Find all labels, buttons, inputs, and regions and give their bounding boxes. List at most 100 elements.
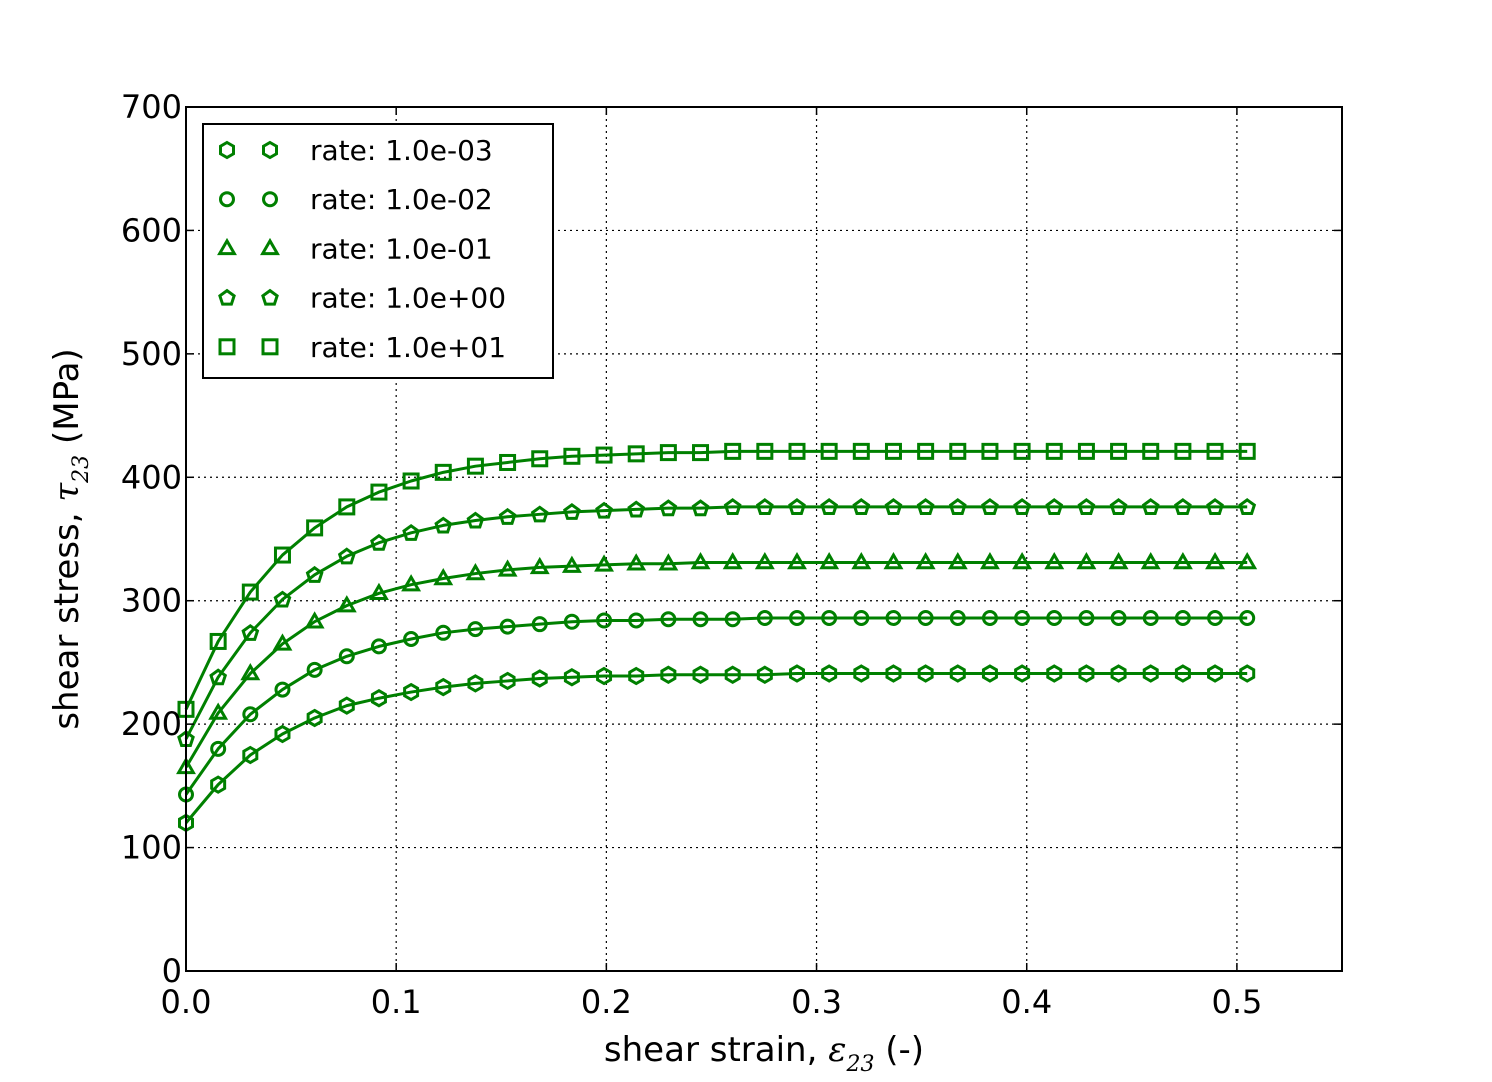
series-4-marker-29: [1110, 442, 1128, 460]
series-1: [178, 609, 1256, 803]
series-4-marker-23: [917, 442, 935, 460]
legend-entry-2: rate: 1.0e-01: [217, 232, 493, 265]
series-3-marker-24: [948, 498, 967, 515]
series-2-marker-5: [336, 595, 357, 613]
series-3-marker-17: [723, 498, 742, 515]
series-0-marker-3: [274, 724, 291, 744]
series-0-marker-4: [306, 708, 323, 728]
series-0-marker-28: [1078, 664, 1095, 683]
series-2-marker-1: [208, 702, 229, 720]
series-1-marker-6: [370, 638, 387, 655]
series-4-marker-7: [402, 472, 420, 490]
series-3-marker-4: [305, 565, 324, 583]
series-4-marker-32: [1206, 442, 1224, 460]
series-4-marker-19: [788, 442, 806, 460]
series-4-marker-2: [241, 583, 259, 601]
series-0-marker-2: [242, 745, 259, 765]
series-0-marker-14: [628, 666, 645, 686]
legend-entry-0: rate: 1.0e-03: [219, 134, 493, 167]
series-2-marker-17: [722, 551, 743, 570]
legend-3-marker-0: [218, 288, 236, 306]
series-4-marker-26: [1013, 442, 1031, 460]
series-2-marker-15: [658, 553, 679, 571]
legend-4-marker-1: [261, 338, 279, 356]
series-4-marker-22: [884, 442, 902, 460]
series-0-marker-22: [885, 664, 902, 683]
y-tick-label-2: 200: [121, 705, 182, 743]
series-0-marker-15: [660, 665, 677, 685]
legend-box: [202, 123, 554, 379]
series-2-marker-11: [529, 556, 550, 575]
series-0-marker-12: [563, 668, 580, 687]
series-2-marker-19: [787, 551, 807, 570]
legend-0-marker-1: [262, 140, 278, 160]
series-3-marker-10: [498, 507, 517, 525]
series-4-marker-5: [338, 498, 356, 516]
series-3-marker-6: [370, 533, 388, 551]
series-2-marker-3: [272, 633, 293, 651]
series-1-marker-5: [338, 648, 355, 665]
y-tick-label-1: 100: [121, 829, 182, 867]
y-tick-labels: 0 100 200 300 400 500 600 700: [121, 88, 182, 990]
series-3-marker-31: [1173, 498, 1192, 515]
series-2-marker-14: [626, 553, 647, 571]
series-4-marker-12: [563, 447, 581, 465]
series-3-marker-18: [755, 498, 774, 515]
series-4-marker-30: [1142, 442, 1160, 460]
series-3-marker-5: [337, 547, 356, 565]
series-3-marker-23: [916, 498, 935, 515]
series-4-marker-20: [820, 442, 838, 460]
series-1-marker-9: [467, 621, 484, 638]
series-2-marker-32: [1205, 551, 1226, 570]
x-axis-label: shear strain, ε23 (-): [604, 1030, 924, 1077]
series-2-marker-2: [240, 663, 261, 681]
series-0-marker-26: [1014, 664, 1031, 683]
series-2-marker-26: [1012, 551, 1033, 570]
series-3-marker-8: [434, 516, 453, 534]
series-3-marker-28: [1077, 498, 1096, 515]
series-0-marker-11: [531, 669, 548, 688]
series-4-marker-21: [852, 442, 870, 460]
series-0-marker-9: [467, 674, 484, 693]
series-4-marker-9: [466, 457, 484, 475]
series-2-marker-13: [594, 554, 615, 572]
series-0-marker-19: [789, 664, 805, 683]
series-1-marker-25: [981, 609, 998, 626]
series-3-marker-11: [530, 505, 549, 523]
series-0-marker-13: [596, 666, 613, 686]
legend-label-2: rate: 1.0e-01: [310, 232, 493, 265]
y-tick-label-3: 300: [121, 582, 182, 620]
series-1-marker-14: [628, 612, 645, 629]
series-1-marker-11: [531, 616, 548, 633]
series-3-marker-33: [1238, 498, 1257, 515]
series-2-line: [184, 560, 1248, 769]
series-3-marker-1: [209, 668, 228, 686]
series-0: [178, 664, 1256, 833]
legend-2-marker-0: [217, 237, 237, 256]
legend: rate: 1.0e-03 rate: 1.0e-02 rate: 1.0e-01 r…: [202, 123, 554, 379]
series-1-marker-30: [1142, 609, 1159, 626]
series-0-marker-18: [756, 665, 773, 685]
series-0-marker-30: [1142, 664, 1159, 683]
series-4-marker-3: [273, 546, 291, 564]
series-0-marker-10: [499, 671, 516, 691]
legend-entry-3: rate: 1.0e+00: [218, 282, 506, 315]
series-layer: [176, 442, 1258, 833]
series-4-marker-8: [434, 463, 452, 481]
series-2-marker-31: [1172, 551, 1193, 570]
series-1-marker-13: [596, 612, 613, 629]
legend-4-marker-0: [218, 338, 236, 356]
series-1-marker-1: [210, 740, 227, 757]
x-tick-label-1: 0.1: [371, 983, 422, 1021]
series-4-marker-11: [531, 450, 549, 468]
series-1-marker-32: [1207, 609, 1224, 626]
series-0-marker-6: [370, 688, 387, 708]
series-4-marker-4: [306, 519, 324, 537]
series-1-marker-7: [403, 630, 420, 647]
series-1-marker-31: [1174, 609, 1191, 626]
x-tick-label-5: 0.5: [1211, 983, 1262, 1021]
series-0-marker-27: [1046, 664, 1063, 683]
series-1-marker-4: [306, 661, 323, 678]
series-1-marker-21: [853, 609, 870, 626]
series-2-marker-30: [1140, 551, 1161, 570]
